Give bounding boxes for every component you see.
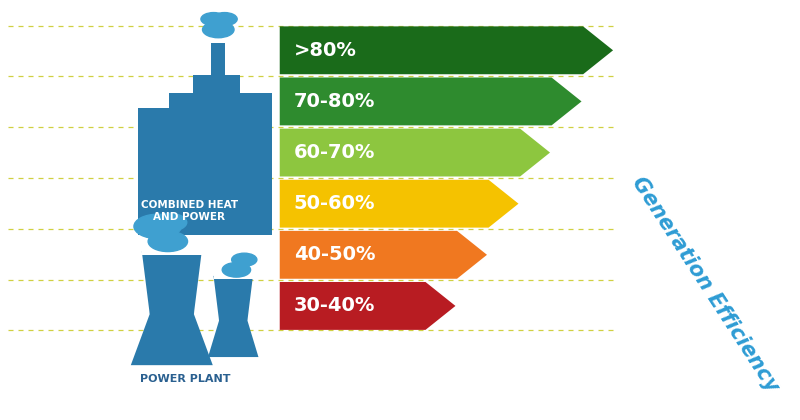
Circle shape — [148, 231, 187, 252]
Polygon shape — [280, 129, 550, 176]
Circle shape — [212, 13, 237, 26]
Polygon shape — [131, 252, 213, 365]
Polygon shape — [280, 78, 582, 126]
Text: 70-80%: 70-80% — [294, 92, 375, 111]
Text: >80%: >80% — [294, 41, 357, 60]
Circle shape — [152, 213, 186, 231]
Polygon shape — [138, 42, 272, 235]
Polygon shape — [280, 282, 455, 330]
Polygon shape — [280, 26, 613, 74]
Circle shape — [222, 262, 250, 277]
Polygon shape — [280, 180, 518, 228]
Text: 50-60%: 50-60% — [294, 194, 375, 213]
Text: 40-50%: 40-50% — [294, 245, 375, 264]
Text: POWER PLANT: POWER PLANT — [140, 374, 230, 384]
Text: COMBINED HEAT
AND POWER: COMBINED HEAT AND POWER — [141, 200, 238, 222]
Polygon shape — [280, 231, 487, 279]
Text: 30-40%: 30-40% — [294, 297, 375, 315]
Text: Generation Efficiency: Generation Efficiency — [628, 173, 782, 395]
FancyBboxPatch shape — [214, 275, 253, 279]
FancyBboxPatch shape — [142, 251, 202, 255]
Circle shape — [134, 214, 182, 239]
Circle shape — [201, 13, 226, 26]
Circle shape — [202, 21, 234, 38]
Text: 60-70%: 60-70% — [294, 143, 375, 162]
Polygon shape — [208, 276, 258, 357]
Circle shape — [232, 253, 257, 266]
